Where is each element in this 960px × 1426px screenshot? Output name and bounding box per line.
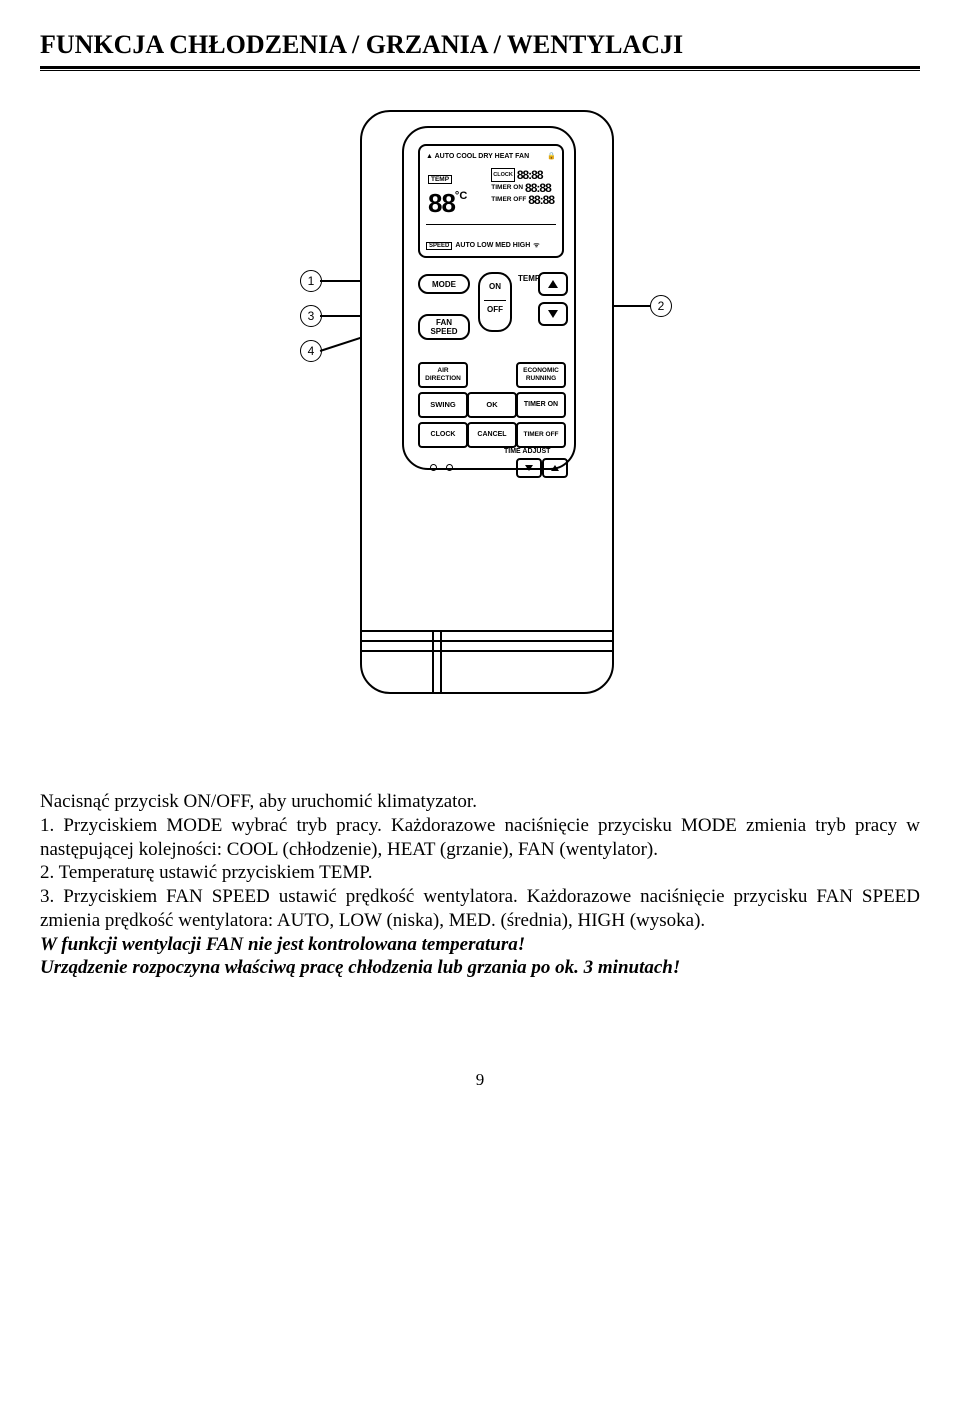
time-adjust-up-button[interactable] <box>542 458 568 478</box>
note-1: W funkcji wentylacji FAN nie jest kontro… <box>40 933 920 957</box>
remote-body: ▲ AUTO COOL DRY HEAT FAN 🔒 TEMP 88°C CLO… <box>360 110 614 694</box>
indicator-dot <box>446 464 453 471</box>
remote-top-panel: ▲ AUTO COOL DRY HEAT FAN 🔒 TEMP 88°C CLO… <box>402 126 576 470</box>
lcd-degree: °C <box>455 190 467 202</box>
ok-button[interactable]: OK <box>467 392 517 418</box>
lock-icon: 🔒 <box>547 152 556 160</box>
divider-line <box>440 632 442 692</box>
arrow-up-icon <box>551 465 559 471</box>
indicator-dot <box>430 464 437 471</box>
temp-up-button[interactable] <box>538 272 568 296</box>
page-title: FUNKCJA CHŁODZENIA / GRZANIA / WENTYLACJ… <box>40 30 920 60</box>
instruction-text: Nacisnąć przycisk ON/OFF, aby uruchomić … <box>40 790 920 980</box>
timer-on-button[interactable]: TIMER ON <box>516 392 566 418</box>
lcd-clock-label: CLOCK <box>491 168 515 182</box>
economic-running-button[interactable]: ECONOMIC RUNNING <box>516 362 566 388</box>
fan-speed-button[interactable]: FAN SPEED <box>418 314 470 340</box>
divider-line <box>362 630 612 632</box>
callout-3: 3 <box>300 305 322 327</box>
lcd-temperature: 88 <box>428 188 455 219</box>
on-off-button[interactable]: ON OFF <box>478 272 512 332</box>
divider-line <box>432 632 434 692</box>
instruction-item-1: 1. Przyciskiem MODE wybrać tryb pracy. K… <box>40 814 920 862</box>
title-underline <box>40 66 920 70</box>
remote-diagram: 1 3 4 2 ▲ AUTO COOL DRY HEAT FAN 🔒 TEMP … <box>40 110 920 730</box>
time-adjust-label: TIME ADJUST <box>504 448 550 455</box>
lcd-screen: ▲ AUTO COOL DRY HEAT FAN 🔒 TEMP 88°C CLO… <box>418 144 564 258</box>
lcd-clock-value: 88:88 <box>517 169 543 181</box>
lcd-speed-row: AUTO LOW MED HIGH <box>455 242 530 249</box>
page-number: 9 <box>40 1070 920 1090</box>
time-adjust-down-button[interactable] <box>516 458 542 478</box>
on-label: ON <box>480 274 510 300</box>
swing-button[interactable]: SWING <box>418 392 468 418</box>
arrow-down-icon <box>548 310 558 318</box>
timer-off-button[interactable]: TIMER OFF <box>516 422 566 448</box>
arrow-up-icon <box>548 280 558 288</box>
lcd-timeroff-value: 88:88 <box>528 194 554 206</box>
temp-label: TEMP <box>518 274 540 283</box>
arrow-down-icon <box>525 465 533 471</box>
lcd-modes: ▲ AUTO COOL DRY HEAT FAN <box>426 153 529 160</box>
cancel-button[interactable]: CANCEL <box>467 422 517 448</box>
lcd-speed-badge: SPEED <box>426 242 452 250</box>
signal-icon: ᯤ <box>533 241 539 250</box>
off-label: OFF <box>480 301 510 314</box>
lcd-timeron-label: TIMER ON <box>491 182 523 194</box>
note-2: Urządzenie rozpoczyna właściwą pracę chł… <box>40 956 920 980</box>
callout-1: 1 <box>300 270 322 292</box>
clock-button[interactable]: CLOCK <box>418 422 468 448</box>
lcd-timeroff-label: TIMER OFF <box>491 194 526 206</box>
instruction-item-3: 3. Przyciskiem FAN SPEED ustawić prędkoś… <box>40 885 920 933</box>
air-direction-button[interactable]: AIR DIRECTION <box>418 362 468 388</box>
callout-4: 4 <box>300 340 322 362</box>
intro-text: Nacisnąć przycisk ON/OFF, aby uruchomić … <box>40 790 920 814</box>
mode-button[interactable]: MODE <box>418 274 470 294</box>
callout-2: 2 <box>650 295 672 317</box>
divider-line <box>362 640 612 642</box>
lcd-temp-badge: TEMP <box>428 175 452 184</box>
instruction-item-2: 2. Temperaturę ustawić przyciskiem TEMP. <box>40 861 920 885</box>
temp-down-button[interactable] <box>538 302 568 326</box>
divider-line <box>362 650 612 652</box>
